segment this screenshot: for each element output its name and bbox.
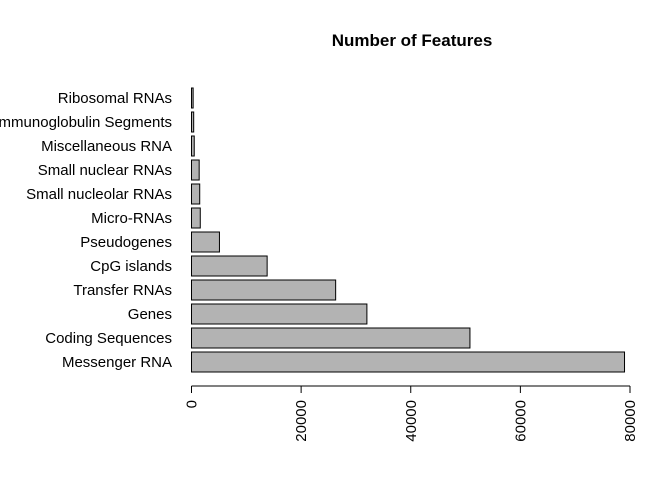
chart-title: Number of Features — [332, 31, 493, 50]
bar-miscellaneous-rna — [191, 135, 195, 157]
bar-ribosomal-rnas — [191, 87, 194, 109]
x-tick-label: 80000 — [622, 400, 639, 442]
category-label-miscellaneous-rna: Miscellaneous RNA — [41, 138, 172, 155]
bar-transfer-rnas — [191, 279, 337, 301]
bar-pseudogenes — [191, 231, 220, 253]
x-tick-label: 0 — [184, 400, 201, 408]
bar-small-nuclear-rnas — [191, 159, 200, 181]
bar-coding-sequences — [191, 327, 471, 349]
category-label-genes: Genes — [128, 306, 172, 323]
category-label-ribosomal-rnas: Ribosomal RNAs — [58, 90, 172, 107]
bar-micro-rnas — [191, 207, 201, 229]
category-label-messenger-rna: Messenger RNA — [62, 354, 172, 371]
bar-genes — [191, 303, 368, 325]
x-tick-label: 40000 — [403, 400, 420, 442]
bar-messenger-rna — [191, 351, 626, 373]
category-label-micro-rnas: Micro-RNAs — [91, 210, 172, 227]
category-label-coding-sequences: Coding Sequences — [45, 330, 172, 347]
bar-immunoglobulin-segments — [191, 111, 195, 133]
x-axis: 0 20000 40000 60000 80000 — [184, 385, 639, 442]
x-tick-label: 60000 — [512, 400, 529, 442]
bar-small-nucleolar-rnas — [191, 183, 201, 205]
category-label-pseudogenes: Pseudogenes — [80, 234, 172, 251]
category-label-transfer-rnas: Transfer RNAs — [73, 282, 172, 299]
category-label-cpg-islands: CpG islands — [90, 258, 172, 275]
category-label-small-nuclear-rnas: Small nuclear RNAs — [38, 162, 172, 179]
category-label-small-nucleolar-rnas: Small nucleolar RNAs — [26, 186, 172, 203]
category-label-immunoglobulin-segments: Immunoglobulin Segments — [0, 114, 172, 131]
bar-cpg-islands — [191, 255, 268, 277]
category-labels: Messenger RNA Coding Sequences Genes Transf… — [0, 90, 172, 371]
x-tick-label: 20000 — [293, 400, 310, 442]
bars — [191, 87, 626, 373]
